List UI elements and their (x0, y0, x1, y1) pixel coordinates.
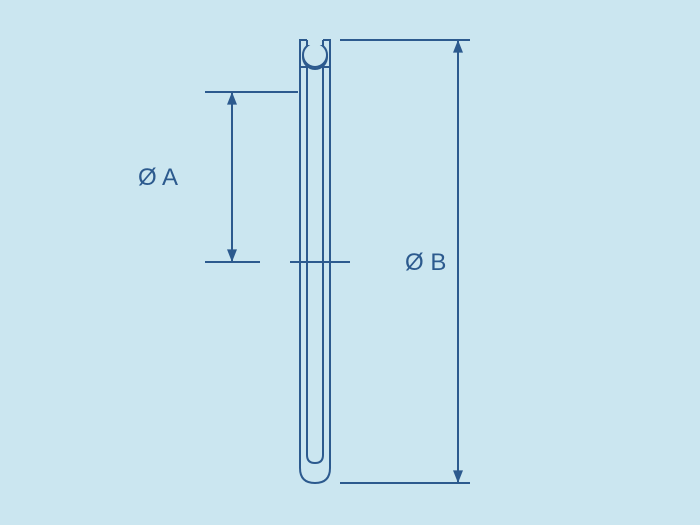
dimension-diagram: Ø A Ø B (0, 0, 700, 525)
diagram-container: Ø A Ø B (0, 0, 700, 525)
label-diameter-b: Ø B (405, 249, 446, 276)
label-diameter-a: Ø A (138, 164, 178, 191)
